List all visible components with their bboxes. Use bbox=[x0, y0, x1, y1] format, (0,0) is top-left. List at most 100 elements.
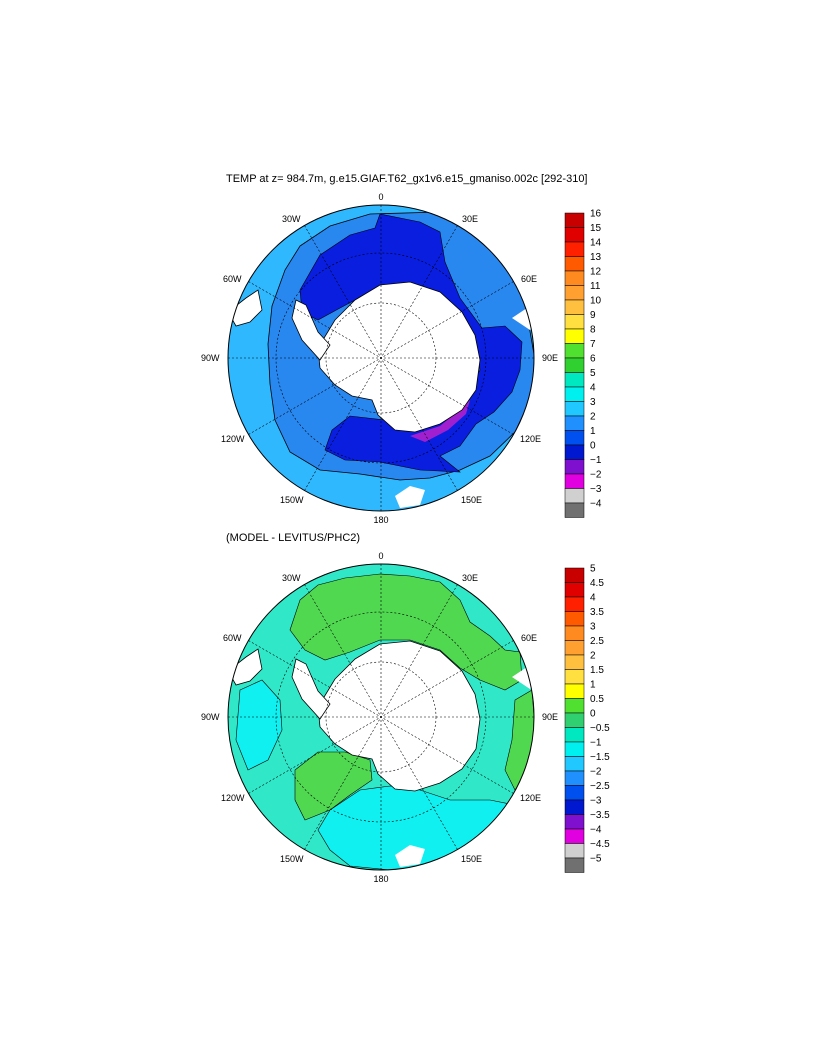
colorbar-2-label-0: 5 bbox=[590, 564, 596, 575]
colorbar-1-swatch-5 bbox=[564, 285, 585, 301]
colorbar-1-swatch-11 bbox=[564, 372, 585, 388]
map-1-south-america bbox=[228, 289, 263, 327]
map-1-lon-0: 0 bbox=[378, 192, 383, 202]
map-1-lon-60e: 60E bbox=[521, 274, 537, 284]
colorbar-1-label-11: 5 bbox=[590, 368, 596, 379]
colorbar-1-label-7: 9 bbox=[590, 310, 596, 321]
map-2-lon-30w: 30W bbox=[282, 573, 301, 583]
map-1-lon-90e: 90E bbox=[542, 353, 558, 363]
colorbar-2-label-10: 0 bbox=[590, 709, 596, 720]
colorbar-1-swatch-16 bbox=[564, 444, 585, 460]
colorbar-1-swatch-10 bbox=[564, 357, 585, 373]
colorbar-2-label-7: 1.5 bbox=[590, 665, 604, 676]
colorbar-1-label-19: −3 bbox=[590, 484, 602, 495]
map-2-title: (MODEL - LEVITUS/PHC2) bbox=[226, 532, 361, 544]
map-1-lon-60w: 60W bbox=[223, 274, 242, 284]
colorbar-2-label-9: 0.5 bbox=[590, 694, 604, 705]
colorbar-1-label-17: −1 bbox=[590, 455, 602, 466]
map-1-lon-90w: 90W bbox=[201, 353, 220, 363]
colorbar-1-label-6: 10 bbox=[590, 296, 602, 307]
colorbar-1-swatch-0 bbox=[564, 212, 585, 228]
map-1-lon-180: 180 bbox=[373, 515, 388, 525]
colorbar-2-label-5: 2.5 bbox=[590, 636, 604, 647]
map-2-graticule bbox=[228, 564, 534, 870]
colorbar-2-label-6: 2 bbox=[590, 651, 596, 662]
colorbar-1-label-15: 1 bbox=[590, 426, 596, 437]
map-1-peninsula bbox=[291, 299, 331, 361]
colorbar-2-swatch-1 bbox=[564, 582, 585, 598]
colorbar-2-swatch-15 bbox=[564, 785, 585, 801]
colorbar-1-swatch-12 bbox=[564, 386, 585, 402]
colorbar-2-swatch-0 bbox=[564, 567, 585, 583]
colorbar-2-swatch-3 bbox=[564, 611, 585, 627]
colorbar-1-swatch-7 bbox=[564, 314, 585, 330]
map-2-colorbar: 5 4.5 4 3.5 3 2.5 2 1.5 1 0.5 0 −0.5 −1 −1.5 −2 −2.5 −3 −… bbox=[564, 564, 610, 873]
colorbar-2-swatch-16 bbox=[564, 799, 585, 815]
colorbar-1-label-2: 14 bbox=[590, 238, 602, 249]
colorbar-2-swatch-6 bbox=[564, 654, 585, 670]
colorbar-1-label-3: 13 bbox=[590, 252, 602, 263]
colorbar-1-swatch-4 bbox=[564, 270, 585, 286]
map-1-lon-150e: 150E bbox=[461, 495, 482, 505]
colorbar-1-swatch-18 bbox=[564, 473, 585, 489]
colorbar-1-swatch-2 bbox=[564, 241, 585, 257]
map-2-lon-120w: 120W bbox=[221, 793, 245, 803]
map-1-nz-region bbox=[395, 486, 425, 508]
colorbar-2-label-13: −1.5 bbox=[590, 752, 610, 763]
colorbar-2-swatch-9 bbox=[564, 698, 585, 714]
map-1-lon-30w: 30W bbox=[282, 214, 301, 224]
map-1-title: TEMP at z= 984.7m, g.e15.GIAF.T62_gx1v6.… bbox=[226, 173, 588, 185]
map-2-lon-150w: 150W bbox=[280, 854, 304, 864]
colorbar-1-label-1: 15 bbox=[590, 223, 602, 234]
map-2-lon-60e: 60E bbox=[521, 633, 537, 643]
colorbar-2-label-18: −4 bbox=[590, 825, 602, 836]
colorbar-2-swatch-14 bbox=[564, 770, 585, 786]
colorbar-1-label-14: 2 bbox=[590, 412, 596, 423]
map-1-lon-30e: 30E bbox=[462, 214, 478, 224]
map-1-border bbox=[227, 204, 535, 512]
colorbar-2-label-8: 1 bbox=[590, 680, 596, 691]
map-2-lon-labels: 0 30E 60E 90E 120E 150E 180 150W 120W 90… bbox=[201, 551, 558, 884]
colorbar-1-label-20: −4 bbox=[590, 499, 602, 510]
map-2-cyan-west bbox=[235, 679, 283, 771]
map-2-peninsula bbox=[291, 658, 331, 720]
colorbar-2-swatch-10 bbox=[564, 712, 585, 728]
colorbar-1-label-18: −2 bbox=[590, 470, 602, 481]
colorbar-2-swatch-20 bbox=[564, 857, 585, 873]
colorbar-1-label-13: 3 bbox=[590, 397, 596, 408]
map-2-south-america bbox=[228, 648, 263, 686]
map-2-lon-90e: 90E bbox=[542, 712, 558, 722]
map-2-green-lower bbox=[294, 751, 373, 821]
colorbar-2-label-2: 4 bbox=[590, 593, 596, 604]
colorbar-1-label-0: 16 bbox=[590, 209, 602, 220]
colorbar-2-swatch-11 bbox=[564, 727, 585, 743]
colorbar-2-label-19: −4.5 bbox=[590, 839, 610, 850]
colorbar-2-label-12: −1 bbox=[590, 738, 602, 749]
map-2-lon-90w: 90W bbox=[201, 712, 220, 722]
colorbar-1-swatch-15 bbox=[564, 430, 585, 446]
colorbar-2-swatch-19 bbox=[564, 843, 585, 859]
map-2-lon-0: 0 bbox=[378, 551, 383, 561]
colorbar-2-swatch-12 bbox=[564, 741, 585, 757]
map-2-nz-region bbox=[395, 845, 425, 867]
map-2-lon-150e: 150E bbox=[461, 854, 482, 864]
map-2-lon-60w: 60W bbox=[223, 633, 242, 643]
colorbar-1-swatch-13 bbox=[564, 401, 585, 417]
colorbar-2-label-3: 3.5 bbox=[590, 607, 604, 618]
colorbar-1-label-8: 8 bbox=[590, 325, 596, 336]
colorbar-2-label-14: −2 bbox=[590, 767, 602, 778]
colorbar-1-swatch-1 bbox=[564, 227, 585, 243]
colorbar-1-label-12: 4 bbox=[590, 383, 596, 394]
map-1-lon-150w: 150W bbox=[280, 495, 304, 505]
map-2-border bbox=[227, 563, 535, 871]
colorbar-1-swatch-20 bbox=[564, 502, 585, 518]
colorbar-2-swatch-18 bbox=[564, 828, 585, 844]
colorbar-1-swatch-6 bbox=[564, 299, 585, 315]
colorbar-1-swatch-17 bbox=[564, 459, 585, 475]
colorbar-2-swatch-13 bbox=[564, 756, 585, 772]
colorbar-2-swatch-8 bbox=[564, 683, 585, 699]
colorbar-1-label-4: 12 bbox=[590, 267, 602, 278]
colorbar-1-swatch-19 bbox=[564, 488, 585, 504]
colorbar-1-label-10: 6 bbox=[590, 354, 596, 365]
